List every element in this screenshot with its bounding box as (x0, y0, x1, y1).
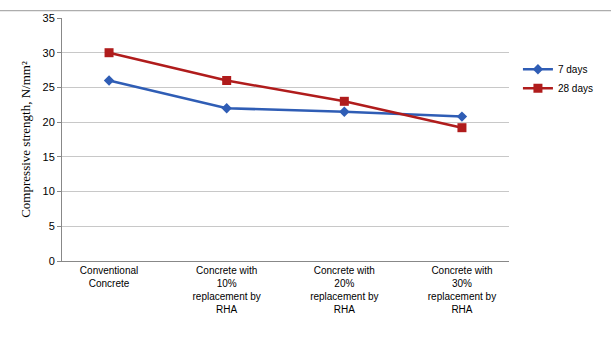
svg-text:Concrete with30%replacement by: Concrete with30%replacement byRHA (428, 265, 496, 315)
svg-text:7 days: 7 days (558, 64, 587, 75)
svg-text:ConventionalConcrete: ConventionalConcrete (80, 265, 138, 289)
svg-text:Compressive strength, N/mm²: Compressive strength, N/mm² (18, 61, 33, 218)
svg-text:25: 25 (43, 81, 55, 93)
svg-text:28 days: 28 days (558, 83, 593, 94)
svg-text:30: 30 (43, 47, 55, 59)
svg-text:0: 0 (49, 255, 55, 267)
svg-text:15: 15 (43, 151, 55, 163)
svg-text:Concrete with10%replacement by: Concrete with10%replacement byRHA (192, 265, 260, 315)
svg-text:20: 20 (43, 116, 55, 128)
svg-text:Concrete with20%replacement by: Concrete with20%replacement byRHA (310, 265, 378, 315)
svg-text:10: 10 (43, 185, 55, 197)
svg-text:5: 5 (49, 220, 55, 232)
svg-text:35: 35 (43, 12, 55, 24)
